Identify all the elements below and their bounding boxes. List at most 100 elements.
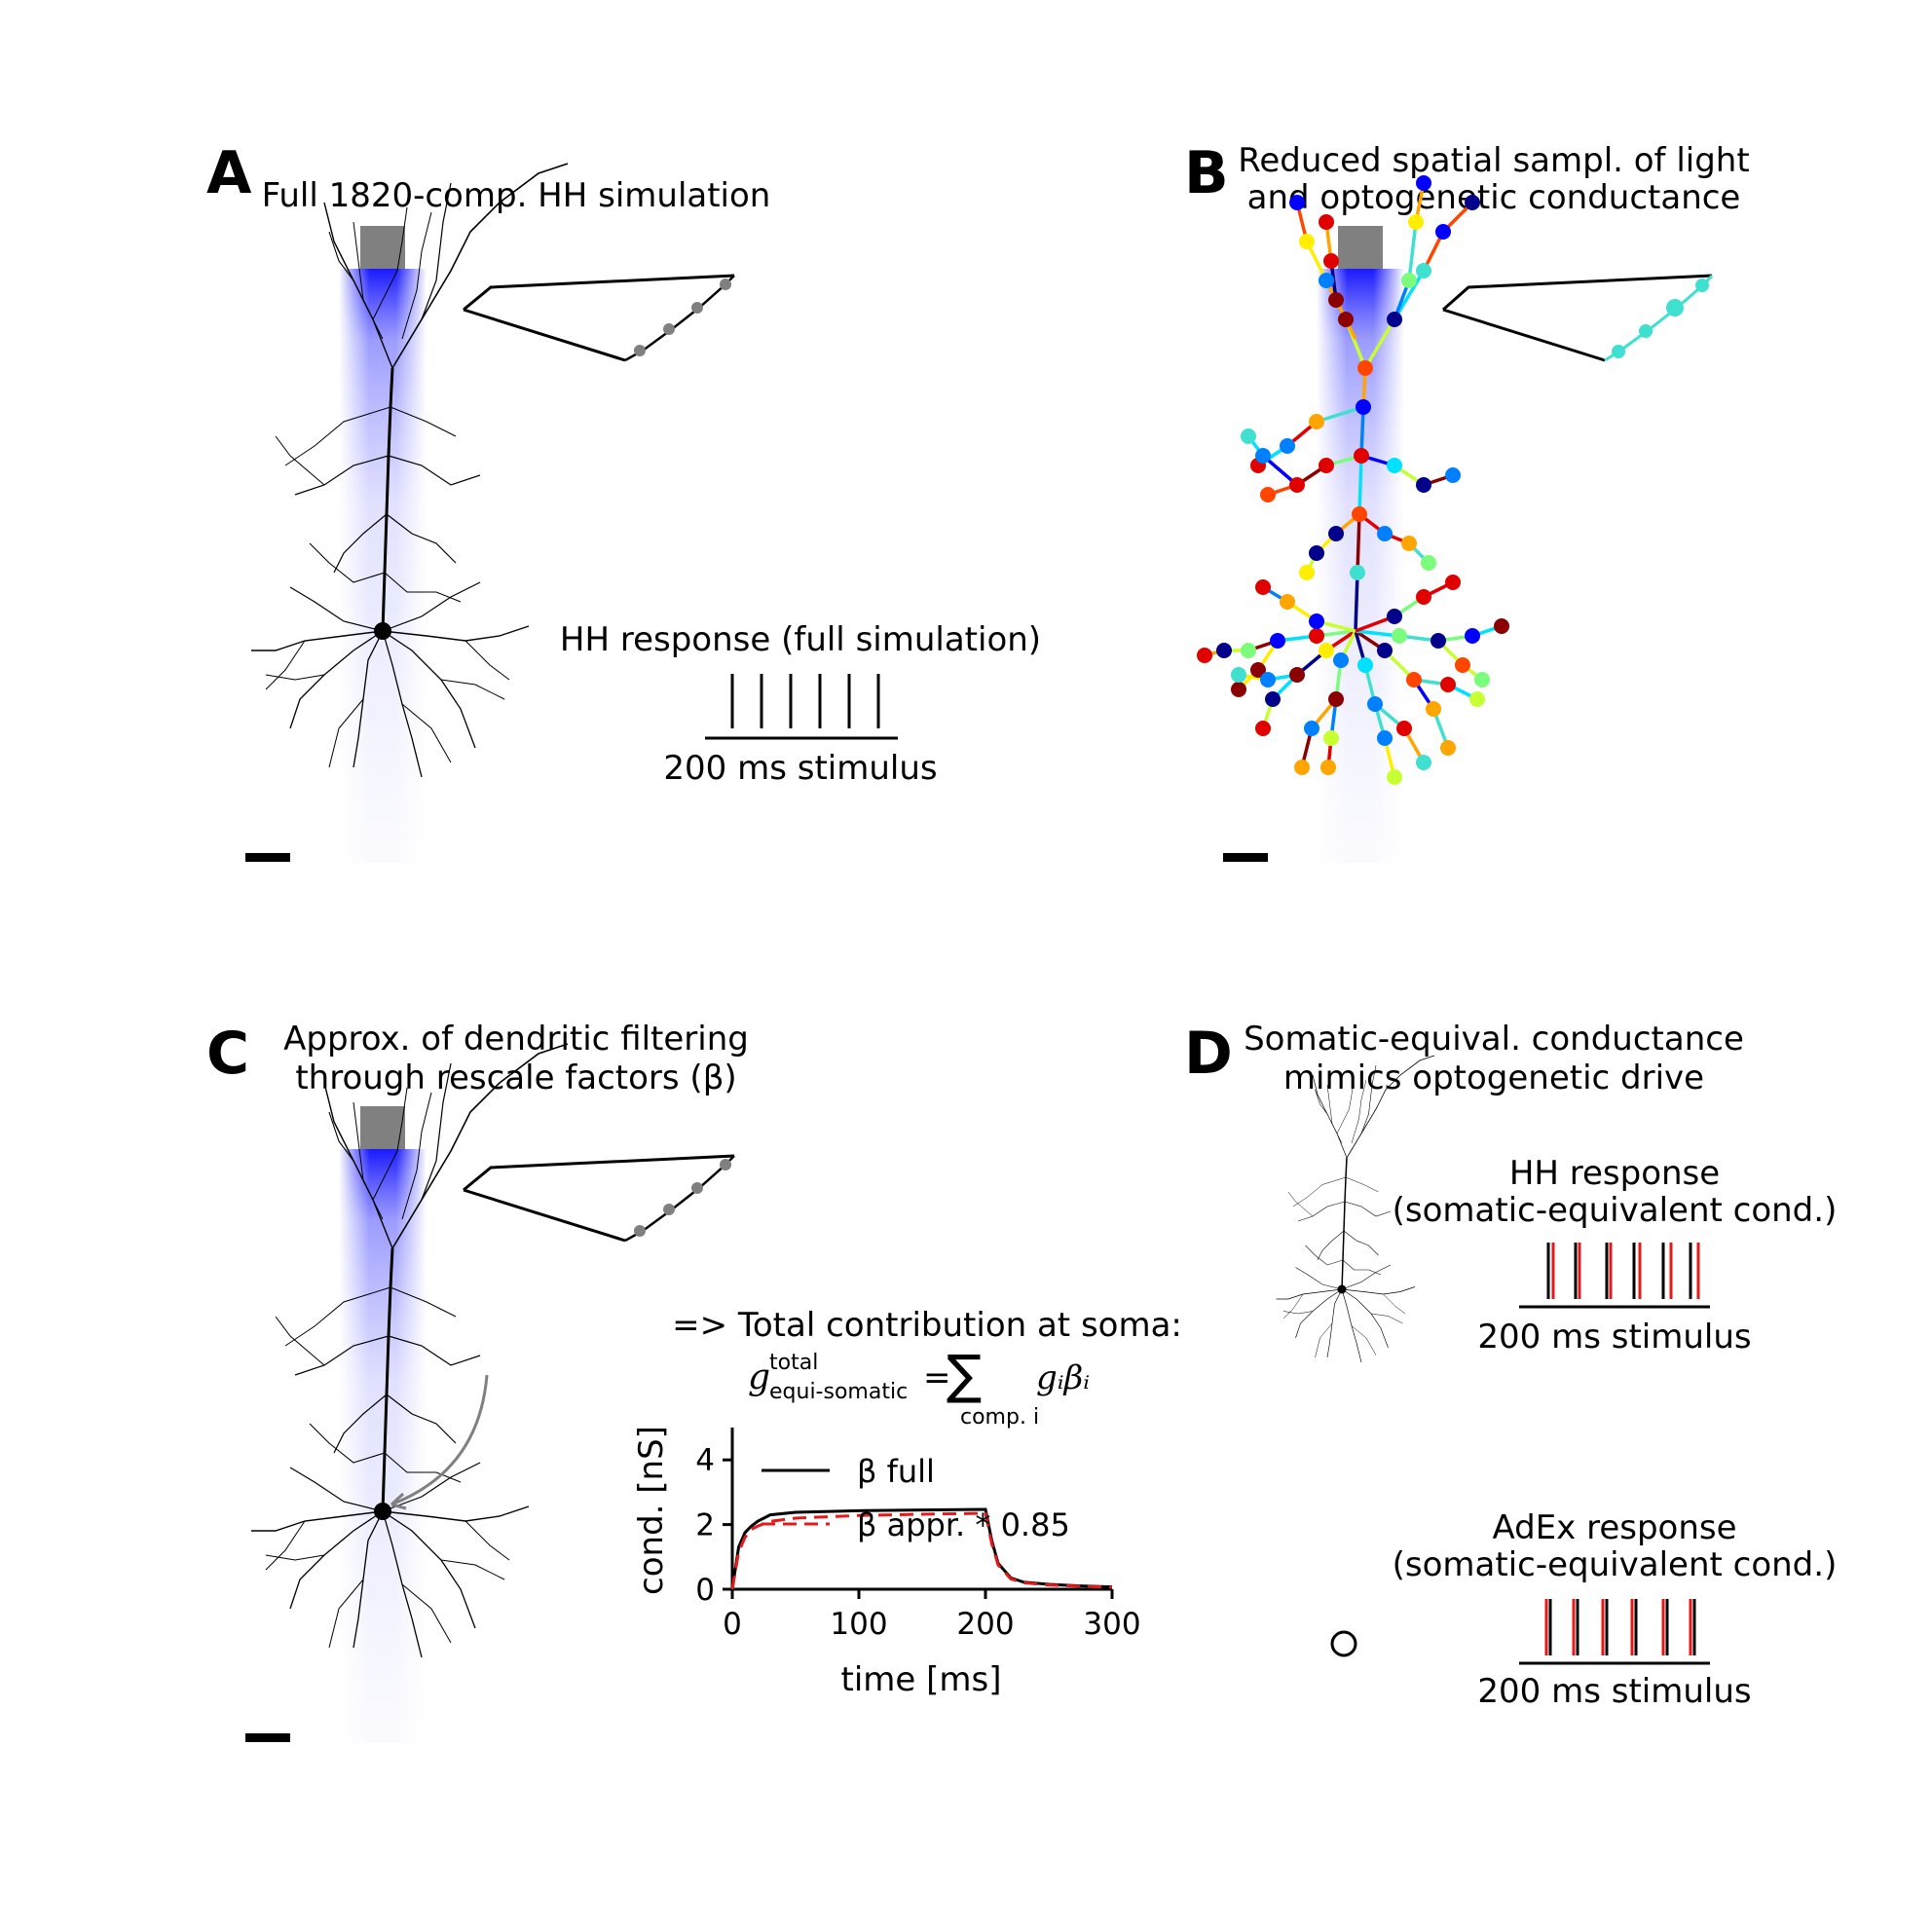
tree-segment <box>1363 318 1396 369</box>
compartment-dot <box>1270 633 1285 649</box>
compartment-dot <box>1465 628 1480 644</box>
compartment-dot <box>1445 575 1461 590</box>
compartment-dot <box>1260 672 1276 687</box>
legend-label-full: β full <box>857 1453 935 1490</box>
compartment-dot <box>1695 279 1709 292</box>
tree-segment <box>1393 270 1426 320</box>
compartment-dot <box>1387 609 1402 624</box>
x-axis-label: time [ms] <box>841 1660 1002 1699</box>
compartment-dot <box>1377 526 1393 541</box>
compartment-dot <box>1319 214 1334 230</box>
compartment-dot <box>1255 448 1271 464</box>
compartment-dot <box>691 1182 703 1194</box>
tree-segment <box>1359 406 1365 457</box>
formula: g total equi-somatic = ∑ comp. i gᵢβᵢ <box>748 1344 1090 1430</box>
arrow-head-icon <box>390 1492 407 1510</box>
compartment-dot <box>1377 643 1393 658</box>
y-tick-label: 0 <box>695 1573 715 1608</box>
svg-text:equi-somatic: equi-somatic <box>769 1380 908 1404</box>
svg-text:comp. i: comp. i <box>960 1405 1039 1430</box>
compartment-dot <box>1319 458 1334 473</box>
compartment-dot <box>1416 755 1431 770</box>
compartment-dot <box>1416 589 1431 605</box>
tree-segment <box>1356 513 1361 574</box>
panel-b: B Reduced spatial sampl. of light and op… <box>1184 139 1750 863</box>
compartment-dot <box>1494 618 1509 634</box>
y-axis-label: cond. [nS] <box>632 1426 671 1595</box>
light-source-icon <box>360 1106 405 1149</box>
y-tick-label: 4 <box>695 1443 715 1478</box>
compartment-dot <box>1280 594 1295 610</box>
compartment-dot <box>1639 324 1653 338</box>
compartment-dot <box>1387 312 1402 327</box>
compartment-dot <box>1465 195 1480 210</box>
compartment-dot <box>1416 263 1431 279</box>
compartment-dot <box>1367 696 1383 712</box>
compartment-dot <box>691 302 703 314</box>
compartment-dot <box>1352 506 1367 522</box>
compartment-dot <box>663 1204 675 1215</box>
compartment-dot <box>1319 273 1334 288</box>
compartment-dot <box>1265 691 1281 707</box>
compartment-dot <box>1328 292 1344 308</box>
panel-a: A Full 1820-comp. HH simulation HH respo… <box>206 139 1041 863</box>
compartment-dot <box>1350 565 1365 580</box>
tree-segment <box>1407 221 1418 281</box>
compartment-dot <box>1387 458 1402 473</box>
compartment-dot <box>1241 643 1256 658</box>
compartment-dot <box>1406 672 1422 687</box>
panel-b-label: B <box>1184 139 1229 207</box>
conductance-chart: 0 100 200 300 0 2 4 time [ms] cond. [nS] β ful… <box>632 1426 1141 1699</box>
compartment-dot <box>634 345 646 356</box>
scale-bar <box>1223 853 1268 862</box>
stimulus-label: 200 ms stimulus <box>663 749 937 788</box>
panel-d: D Somatic-equival. conductance mimics op… <box>1184 1020 1837 1711</box>
x-tick-label: 100 <box>830 1607 887 1642</box>
compartment-dot <box>1328 691 1344 707</box>
compartment-dot <box>1299 234 1315 249</box>
compartment-dot <box>1323 253 1339 269</box>
compartment-dot <box>1408 214 1424 230</box>
compartment-dot <box>1216 643 1232 658</box>
filtering-arrow <box>390 1374 489 1506</box>
compartment-dot <box>1319 643 1334 658</box>
compartment-dot <box>1416 175 1431 191</box>
point-neuron-icon <box>1330 1630 1357 1657</box>
compartment-dot <box>1440 740 1456 756</box>
panel-b-title-line1: Reduced spatial sampl. of light <box>1238 141 1749 180</box>
compartment-dot <box>1280 438 1295 454</box>
colored-compartment-tree <box>1197 175 1509 785</box>
tree-segment <box>1316 405 1364 424</box>
compartment-dot <box>1328 526 1344 541</box>
compartment-dot <box>1354 448 1369 464</box>
panel-b-title-line2: and optogenetic conductance <box>1247 178 1741 217</box>
panel-d-label: D <box>1184 1020 1233 1088</box>
compartment-dot <box>1377 730 1393 746</box>
stimulus-label: 200 ms stimulus <box>1477 1672 1751 1711</box>
compartment-dot <box>1357 360 1373 376</box>
panel-c-title-line1: Approx. of dendritic filtering <box>283 1020 749 1059</box>
compartment-dot <box>1255 579 1271 595</box>
legend-label-appr: β appr. * 0.85 <box>857 1506 1070 1543</box>
hh-response-subtitle: (somatic-equivalent cond.) <box>1393 1191 1838 1230</box>
formula-heading: => Total contribution at soma: <box>672 1306 1182 1345</box>
compartment-dot <box>634 1225 646 1237</box>
compartment-dot <box>1241 428 1256 444</box>
compartment-dot <box>1612 345 1625 358</box>
compartment-dot <box>1309 613 1324 629</box>
compartment-dot <box>1455 657 1470 673</box>
compartment-dot <box>1309 628 1324 644</box>
compartment-dot <box>1357 657 1373 673</box>
compartment-dot <box>1440 677 1456 692</box>
compartment-dot <box>1289 195 1305 210</box>
series-line-approx <box>730 1511 1113 1590</box>
spike-train-a <box>730 674 880 728</box>
spike-train-adex <box>1544 1599 1696 1655</box>
svg-text:total: total <box>769 1351 818 1375</box>
x-tick-label: 300 <box>1083 1607 1140 1642</box>
compartment-dot <box>1309 414 1324 429</box>
x-tick-label: 0 <box>723 1607 742 1642</box>
panel-c-label: C <box>206 1020 249 1088</box>
compartment-dot <box>1426 701 1441 717</box>
